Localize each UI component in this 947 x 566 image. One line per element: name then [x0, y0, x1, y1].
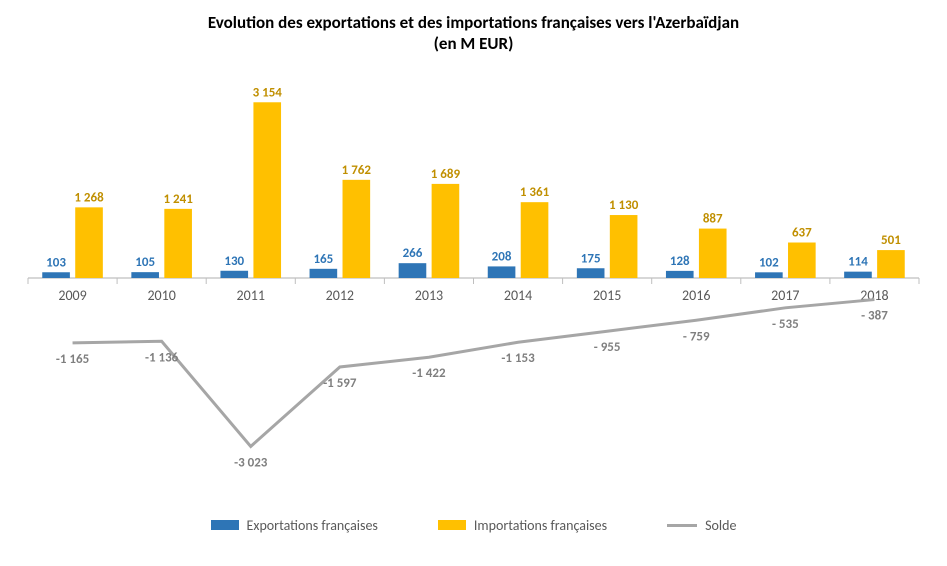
bar-imports [610, 215, 638, 278]
title-line-2: (en M EUR) [434, 33, 514, 54]
category-label: 2013 [415, 287, 443, 304]
bar-imports [75, 207, 103, 278]
data-label-balance: -1 165 [56, 351, 89, 366]
category-label: 2009 [58, 287, 86, 304]
legend: Exportations françaises Importations fra… [18, 517, 929, 534]
legend-swatch-exports [211, 520, 239, 530]
data-label-exports: 102 [759, 255, 779, 270]
bar-imports [253, 102, 281, 278]
category-label: 2016 [682, 287, 710, 304]
bar-imports [699, 228, 727, 277]
bar-exports [844, 271, 872, 277]
data-label-exports: 128 [670, 253, 690, 268]
data-label-imports: 1 268 [74, 190, 104, 205]
category-label: 2012 [326, 287, 354, 304]
data-label-imports: 501 [881, 233, 901, 248]
data-label-imports: 3 154 [253, 85, 283, 100]
legend-swatch-balance [667, 524, 697, 527]
data-label-exports: 130 [224, 253, 244, 268]
bar-exports [131, 272, 159, 278]
bar-exports [42, 272, 70, 278]
data-label-balance: -1 136 [145, 350, 179, 365]
data-label-exports: 114 [848, 254, 868, 269]
bar-imports [877, 250, 905, 278]
data-label-exports: 165 [313, 251, 333, 266]
data-label-balance: - 759 [683, 329, 710, 344]
bar-imports [521, 202, 549, 278]
data-label-exports: 266 [403, 246, 423, 261]
data-label-imports: 637 [792, 225, 812, 240]
legend-item-balance: Solde [667, 517, 736, 534]
legend-label-imports: Importations françaises [474, 517, 607, 534]
data-label-imports: 1 241 [163, 191, 193, 206]
data-label-imports: 1 762 [342, 162, 372, 177]
legend-label-exports: Exportations françaises [247, 517, 378, 534]
category-label: 2010 [147, 287, 175, 304]
data-label-exports: 175 [581, 251, 601, 266]
data-label-imports: 887 [703, 211, 723, 226]
data-label-balance: - 955 [594, 340, 621, 355]
data-label-balance: - 535 [772, 316, 799, 331]
category-label: 2015 [593, 287, 621, 304]
bar-exports [577, 268, 605, 278]
category-label: 2017 [771, 287, 799, 304]
bar-exports [220, 270, 248, 277]
data-label-exports: 208 [492, 249, 512, 264]
chart-area: 2009201020112012201320142015201620172018… [18, 65, 929, 503]
legend-label-balance: Solde [705, 517, 736, 534]
category-label: 2014 [504, 287, 532, 304]
bar-exports [399, 263, 427, 278]
legend-swatch-imports [438, 520, 466, 530]
line-balance [73, 299, 875, 446]
data-label-balance: - 387 [861, 308, 888, 323]
legend-item-imports: Importations françaises [438, 517, 607, 534]
data-label-exports: 105 [135, 255, 155, 270]
title-line-1: Evolution des exportations et des import… [208, 12, 739, 33]
bar-imports [164, 208, 192, 277]
bar-exports [488, 266, 516, 278]
data-label-balance: -1 153 [501, 351, 535, 366]
bar-exports [666, 270, 694, 277]
legend-item-exports: Exportations françaises [211, 517, 378, 534]
data-label-imports: 1 361 [520, 185, 550, 200]
bar-imports [432, 183, 460, 277]
data-label-balance: -1 422 [412, 366, 446, 381]
data-label-balance: -3 023 [234, 455, 268, 470]
bar-exports [755, 272, 783, 278]
category-label: 2011 [237, 287, 265, 304]
data-label-imports: 1 689 [431, 166, 461, 181]
bar-imports [788, 242, 816, 277]
data-label-imports: 1 130 [609, 198, 639, 213]
chart-svg: 2009201020112012201320142015201620172018… [18, 65, 929, 503]
data-label-balance: -1 597 [323, 375, 357, 390]
data-label-exports: 103 [46, 255, 66, 270]
chart-title: Evolution des exportations et des import… [18, 12, 929, 55]
bar-exports [310, 268, 338, 277]
bar-imports [343, 179, 371, 277]
